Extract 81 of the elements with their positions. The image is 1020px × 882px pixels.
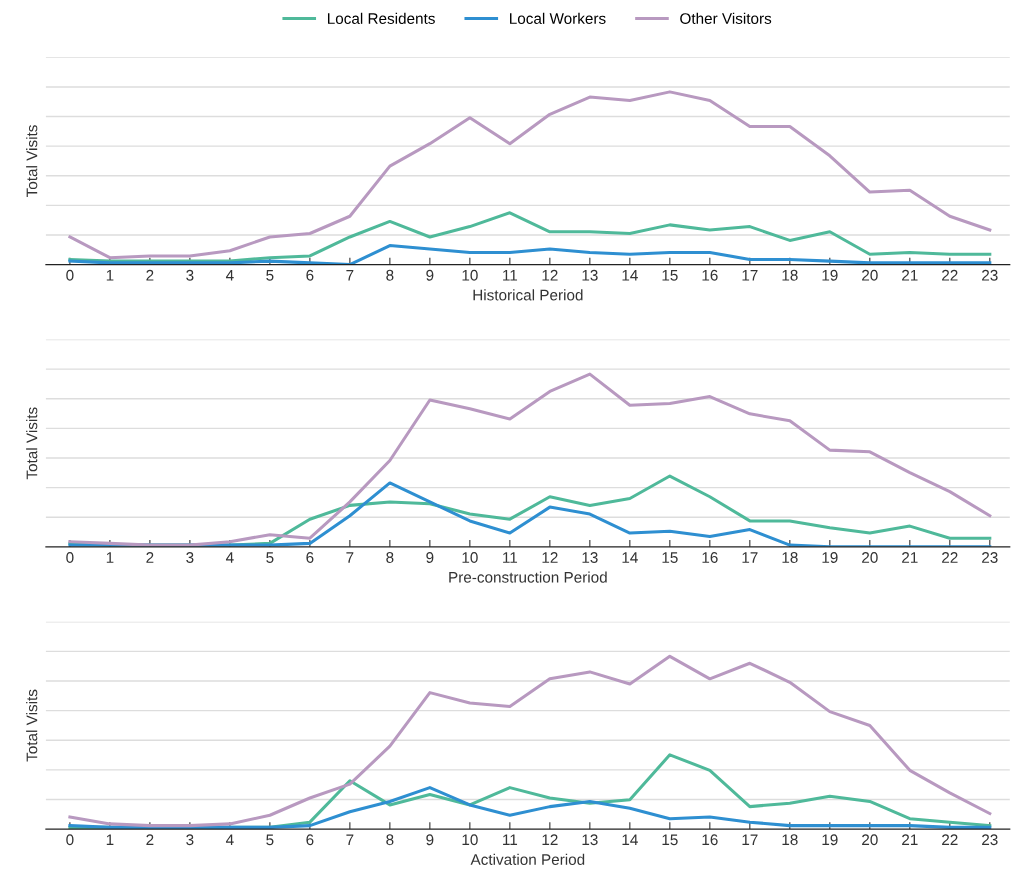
x-tick-label: 21	[902, 552, 918, 563]
x-tick-label: 2	[146, 552, 154, 563]
x-tick-label: 6	[306, 834, 314, 846]
x-tick-label: 9	[426, 834, 434, 846]
x-tick-label: 20	[862, 269, 878, 281]
x-tick-label: 5	[266, 834, 274, 846]
x-tick-label: 22	[942, 269, 958, 281]
x-tick-label: 21	[902, 834, 918, 846]
x-tick-label: 11	[503, 834, 518, 846]
x-tick-label: 8	[386, 552, 394, 563]
x-tick-label: 18	[782, 269, 798, 281]
x-tick-label: 4	[225, 552, 234, 563]
y-axis-title: Total Visits	[26, 689, 38, 762]
x-tick-label: 20	[862, 552, 878, 563]
x-tick-label: 11	[503, 270, 518, 281]
x-tick-label: 10	[462, 552, 478, 563]
x-tick-label: 8	[386, 834, 394, 846]
legend-label: Other Visitors	[680, 12, 772, 24]
x-tick-label: 17	[742, 834, 758, 846]
x-tick-label: 16	[702, 834, 718, 846]
x-axis-title: Historical Period	[473, 289, 583, 301]
x-tick-label: 3	[186, 269, 194, 281]
x-tick-label: 1	[106, 270, 114, 281]
x-tick-label: 2	[146, 834, 154, 846]
x-tick-label: 2	[146, 269, 154, 281]
x-tick-label: 16	[702, 269, 718, 281]
x-tick-label: 15	[662, 834, 678, 846]
x-tick-label: 13	[582, 552, 598, 563]
x-tick-label: 7	[346, 270, 354, 281]
x-tick-label: 15	[662, 270, 678, 281]
x-tick-label: 15	[662, 552, 678, 563]
x-tick-label: 5	[266, 552, 274, 563]
x-tick-label: 3	[186, 552, 194, 563]
x-tick-label: 20	[862, 834, 878, 846]
x-tick-label: 8	[386, 269, 394, 281]
x-tick-label: 10	[462, 269, 478, 281]
x-tick-label: 5	[266, 270, 274, 281]
x-tick-label: 11	[503, 552, 518, 563]
x-tick-label: 12	[542, 552, 558, 563]
x-tick-label: 23	[982, 552, 998, 563]
x-tick-label: 0	[66, 269, 74, 281]
x-tick-label: 17	[742, 552, 758, 563]
x-tick-label: 14	[622, 834, 638, 846]
x-tick-label: 0	[66, 834, 74, 846]
x-tick-label: 4	[225, 270, 234, 281]
x-tick-label: 14	[622, 552, 638, 563]
x-tick-label: 23	[982, 834, 998, 846]
x-tick-label: 6	[306, 552, 314, 563]
x-tick-label: 9	[426, 269, 434, 281]
x-tick-label: 23	[982, 269, 998, 281]
x-tick-label: 4	[225, 834, 234, 846]
x-tick-label: 19	[822, 269, 838, 281]
x-tick-label: 9	[426, 552, 434, 563]
x-tick-label: 22	[942, 552, 958, 563]
x-tick-label: 1	[106, 552, 114, 563]
x-tick-label: 10	[462, 834, 478, 846]
x-tick-label: 3	[186, 834, 194, 846]
x-tick-label: 17	[742, 270, 758, 281]
x-axis-title: Activation Period	[470, 853, 585, 865]
x-tick-label: 0	[66, 552, 74, 563]
x-axis-title: Pre-construction Period	[449, 571, 607, 583]
x-tick-label: 19	[822, 834, 838, 846]
x-tick-label: 19	[822, 552, 838, 563]
x-tick-label: 13	[582, 834, 598, 846]
x-tick-label: 6	[306, 269, 314, 281]
y-axis-title: Total Visits	[26, 407, 38, 480]
x-tick-label: 13	[582, 269, 598, 281]
x-tick-label: 18	[782, 834, 798, 846]
x-tick-label: 16	[702, 552, 718, 563]
legend-label: Local Workers	[510, 12, 606, 24]
x-tick-label: 12	[542, 269, 558, 281]
x-tick-label: 12	[542, 834, 558, 846]
x-tick-label: 14	[622, 270, 638, 281]
x-tick-label: 1	[106, 834, 114, 846]
x-tick-label: 7	[346, 552, 354, 563]
x-tick-label: 22	[942, 834, 958, 846]
x-tick-label: 7	[346, 834, 354, 846]
legend-label: Local Residents	[327, 12, 435, 24]
y-axis-title: Total Visits	[26, 125, 38, 197]
x-tick-label: 21	[902, 269, 918, 281]
x-tick-label: 18	[782, 552, 798, 563]
